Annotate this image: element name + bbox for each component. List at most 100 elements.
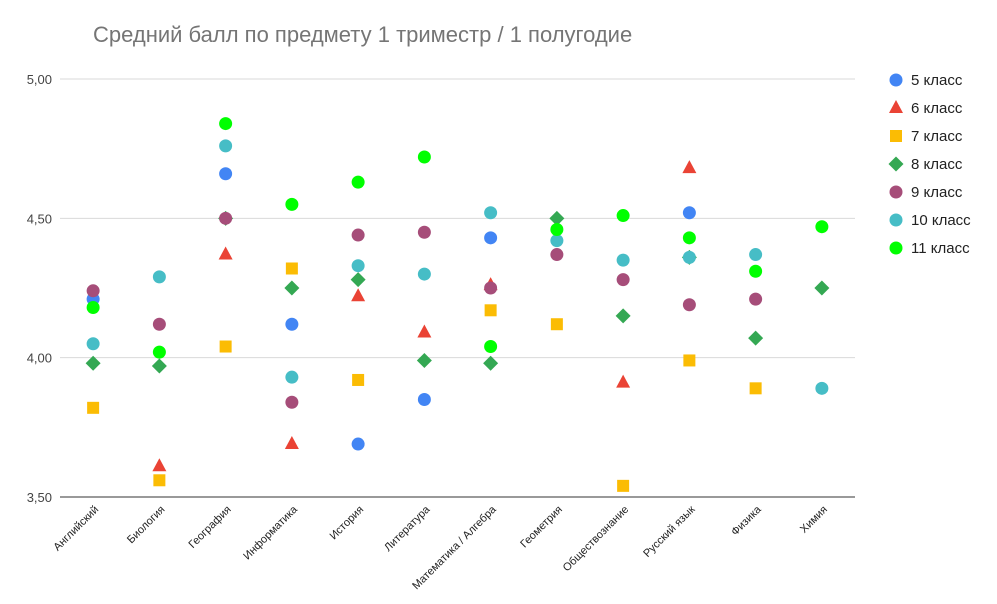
data-point xyxy=(350,272,366,288)
data-points xyxy=(85,117,830,492)
series-1 xyxy=(86,167,696,451)
legend-marker xyxy=(889,73,903,87)
data-point xyxy=(219,211,233,225)
data-point xyxy=(616,374,631,388)
data-point xyxy=(616,273,630,287)
data-point xyxy=(416,352,432,368)
x-axis-categories: Английский Биология География Информатика Ис… xyxy=(51,503,830,592)
legend-label: 6 класс xyxy=(911,100,963,117)
data-point xyxy=(484,206,498,220)
legend-marker xyxy=(888,156,904,172)
legend-label: 11 класс xyxy=(911,240,970,257)
data-point xyxy=(484,231,498,245)
x-category-label: Физика xyxy=(729,503,764,538)
data-point xyxy=(749,382,762,395)
data-point xyxy=(550,234,564,248)
data-point xyxy=(284,280,300,296)
legend-label: 9 класс xyxy=(911,184,963,201)
legend-label: 5 класс xyxy=(911,72,963,89)
data-point xyxy=(616,253,630,267)
data-point xyxy=(351,228,365,242)
data-point xyxy=(749,248,763,262)
data-point xyxy=(417,225,431,239)
data-point xyxy=(682,206,696,220)
data-point xyxy=(814,280,830,296)
data-point xyxy=(484,281,498,295)
data-point xyxy=(351,288,366,302)
data-point xyxy=(285,395,299,409)
data-point xyxy=(285,370,299,384)
data-point xyxy=(219,167,233,181)
series-6 xyxy=(86,139,829,395)
data-point xyxy=(815,381,829,395)
data-point xyxy=(219,139,233,153)
data-point xyxy=(682,298,696,312)
data-point xyxy=(219,340,232,353)
data-point xyxy=(86,301,100,315)
legend-marker xyxy=(889,185,903,199)
data-point xyxy=(682,231,696,245)
series-7 xyxy=(86,117,829,359)
data-point xyxy=(152,317,166,331)
data-point xyxy=(87,401,100,414)
data-point xyxy=(550,248,564,262)
legend: 5 класс 6 класс 7 класс 8 класс 9 класс 10 кл… xyxy=(888,72,971,257)
x-category-label: Химия xyxy=(798,504,830,536)
x-category-label: Литература xyxy=(382,503,433,554)
data-point xyxy=(85,355,101,371)
data-point xyxy=(153,474,166,487)
series-2 xyxy=(152,160,697,472)
data-point xyxy=(749,264,763,278)
y-tick-label: 4,00 xyxy=(27,351,52,366)
data-point xyxy=(550,318,563,331)
series-3 xyxy=(87,262,762,492)
x-category-label: Информатика xyxy=(241,503,300,562)
y-tick-label: 4,50 xyxy=(27,211,52,226)
x-category-label: Обществознание xyxy=(561,504,632,575)
data-point xyxy=(218,246,233,260)
data-point xyxy=(748,330,764,346)
x-category-label: Английский xyxy=(51,504,101,554)
data-point xyxy=(683,354,696,367)
data-point xyxy=(616,209,630,223)
data-point xyxy=(417,324,432,338)
data-point xyxy=(484,304,497,317)
data-point xyxy=(285,262,298,275)
y-tick-label: 3,50 xyxy=(27,490,52,505)
data-point xyxy=(617,479,630,492)
data-point xyxy=(550,222,564,236)
data-point xyxy=(615,308,631,324)
data-point xyxy=(152,458,167,472)
data-point xyxy=(285,197,299,211)
series-4 xyxy=(85,210,830,374)
legend-marker xyxy=(889,99,903,113)
legend-label: 10 класс xyxy=(911,212,971,229)
data-point xyxy=(151,358,167,374)
data-point xyxy=(351,437,365,451)
data-point xyxy=(284,435,299,449)
data-point xyxy=(682,250,696,264)
data-point xyxy=(417,267,431,281)
data-point xyxy=(351,259,365,273)
data-point xyxy=(285,317,299,331)
x-category-label: Биология xyxy=(125,504,167,546)
legend-marker xyxy=(889,213,903,227)
y-axis-ticks: 3,50 4,00 4,50 5,00 xyxy=(27,72,52,505)
data-point xyxy=(749,292,763,306)
series-5 xyxy=(86,211,763,409)
x-category-label: География xyxy=(186,504,233,551)
chart-title: Средний балл по предмету 1 триместр / 1 … xyxy=(93,22,632,47)
x-category-label: Геометрия xyxy=(518,504,565,551)
data-point xyxy=(682,160,697,174)
data-point xyxy=(152,345,166,359)
x-category-label: Русский язык xyxy=(641,504,697,560)
gridlines xyxy=(60,78,855,498)
data-point xyxy=(484,340,498,354)
data-point xyxy=(417,150,431,164)
data-point xyxy=(549,210,565,226)
data-point xyxy=(417,392,431,406)
data-point xyxy=(483,355,499,371)
data-point xyxy=(351,175,365,189)
data-point xyxy=(352,373,365,386)
